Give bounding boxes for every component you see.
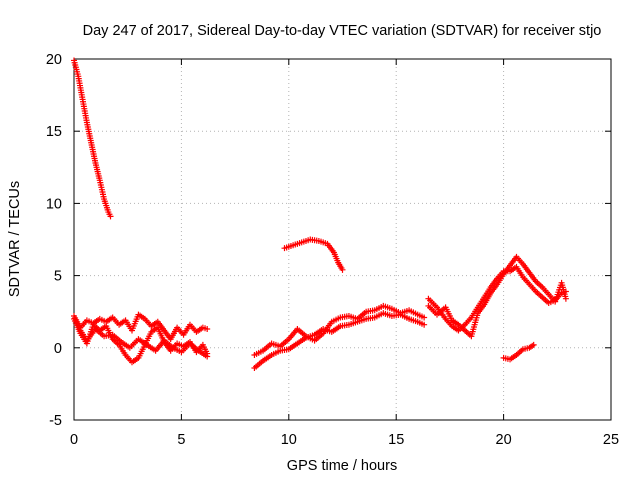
x-tick-label: 5: [177, 432, 185, 448]
series-arc-9: [425, 253, 569, 340]
y-tick-label: 15: [46, 124, 62, 140]
y-axis-label: SDTVAR / TECUs: [7, 181, 23, 297]
data-point: [107, 213, 114, 220]
series-arc-2: [71, 311, 211, 343]
plot-frame: [73, 58, 612, 421]
series-arc-7: [251, 302, 428, 359]
series-arc-6: [251, 310, 428, 372]
chart-title: Day 247 of 2017, Sidereal Day-to-day VTE…: [83, 23, 602, 39]
x-tick-label: 10: [281, 432, 297, 448]
data-point: [562, 295, 569, 302]
y-tick-label: 5: [54, 269, 62, 285]
data-point: [421, 321, 428, 328]
data-point: [339, 266, 346, 273]
series-arc-1: [71, 57, 114, 220]
data-series: [71, 57, 569, 372]
data-point: [204, 326, 211, 333]
series-arc-10: [500, 341, 537, 363]
y-tick-labels: -5 0 5 10 15 20: [46, 52, 62, 429]
y-tick-label: 20: [46, 52, 62, 68]
y-tick-label: 10: [46, 196, 62, 212]
x-tick-label: 15: [388, 432, 404, 448]
data-point: [204, 353, 211, 360]
x-axis-label: GPS time / hours: [287, 458, 397, 474]
series-arc-4: [77, 326, 211, 360]
x-tick-label: 25: [603, 432, 619, 448]
x-tick-labels: 0 5 10 15 20 25: [70, 432, 619, 448]
x-tick-label: 0: [70, 432, 78, 448]
y-tick-label: 0: [54, 341, 62, 357]
series-arc-8: [425, 263, 569, 334]
x-tick-label: 20: [496, 432, 512, 448]
grid: [74, 59, 611, 420]
axis-ticks: [73, 58, 612, 421]
series-arc-5: [281, 236, 346, 273]
data-point: [421, 314, 428, 321]
y-tick-label: -5: [49, 413, 62, 429]
series-line: [253, 312, 425, 369]
data-point: [530, 341, 537, 348]
